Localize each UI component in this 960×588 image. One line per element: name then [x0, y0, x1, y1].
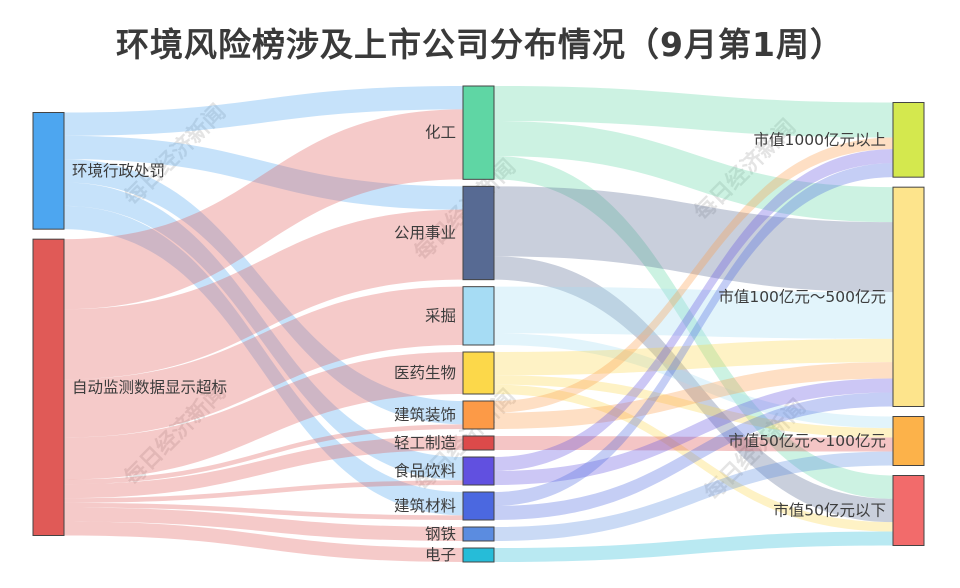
- link-utility-to-cap100: [494, 186, 893, 293]
- link-chem-to-cap1000: [494, 86, 893, 138]
- node-light: [462, 435, 495, 451]
- link-pharma-to-cap100: [494, 338, 893, 376]
- link-mining-to-cap100: [494, 286, 893, 339]
- node-label-capL50: 市值50亿元以下: [773, 502, 886, 520]
- link-monitor-to-bmat: [64, 502, 463, 520]
- node-label-pharma: 医药生物: [394, 364, 456, 382]
- link-admin-to-chem: [64, 86, 463, 136]
- node-cap1000: [892, 102, 925, 178]
- node-utility: [462, 185, 495, 281]
- link-monitor-to-elec: [64, 521, 463, 562]
- node-pharma: [462, 351, 495, 395]
- node-label-mining: 采掘: [425, 307, 456, 325]
- node-label-light: 轻工制造: [394, 434, 457, 452]
- node-food: [462, 456, 495, 486]
- node-label-admin: 环境行政处罚: [72, 161, 165, 180]
- node-cap100: [892, 186, 925, 407]
- node-bmat: [462, 491, 495, 521]
- link-admin-to-deco: [64, 159, 463, 425]
- link-admin-to-utility: [64, 135, 463, 210]
- link-light-to-cap50: [494, 436, 893, 452]
- link-utility-to-capL50: [494, 256, 893, 523]
- node-steel: [462, 526, 495, 542]
- node-label-steel: 钢铁: [425, 525, 456, 543]
- node-label-monitor: 自动监测数据显示超标: [72, 378, 227, 396]
- link-monitor-to-food: [64, 480, 463, 503]
- link-monitor-to-mining: [64, 286, 463, 438]
- node-monitor: [32, 238, 65, 537]
- node-elec: [462, 547, 495, 563]
- node-label-chem: 化工: [425, 124, 456, 142]
- node-admin: [32, 112, 65, 230]
- node-mining: [462, 286, 495, 346]
- link-chem-to-cap100: [494, 121, 893, 223]
- link-admin-to-bmat: [64, 205, 463, 516]
- chart-title: 环境风险榜涉及上市公司分布情况（9月第1周）: [116, 25, 844, 64]
- link-food-to-cap100: [494, 378, 893, 485]
- link-bmat-to-cap100: [494, 392, 893, 520]
- link-elec-to-capL50: [494, 531, 893, 562]
- node-label-cap1000: 市值1000亿元以上: [754, 131, 886, 149]
- node-label-utility: 公用事业: [394, 224, 456, 242]
- link-monitor-to-chem: [64, 109, 463, 310]
- node-label-cap50: 市值50亿元～100亿元: [728, 432, 886, 450]
- node-layer: [32, 85, 925, 563]
- node-label-bmat: 建筑材料: [394, 497, 456, 515]
- node-cap50: [892, 416, 925, 466]
- node-deco: [462, 400, 495, 430]
- link-deco-to-cap1000: [494, 137, 893, 413]
- link-admin-to-food: [64, 182, 463, 481]
- node-label-elec: 电子: [425, 546, 456, 564]
- link-monitor-to-steel: [64, 507, 463, 541]
- node-label-cap100: 市值100亿元～500亿元: [718, 288, 886, 306]
- link-layer: [64, 86, 893, 562]
- node-label-deco: 建筑装饰: [394, 406, 456, 424]
- link-monitor-to-utility: [64, 209, 463, 380]
- link-bmat-to-cap1000: [494, 163, 893, 506]
- link-monitor-to-deco: [64, 424, 463, 485]
- node-label-food: 食品饮料: [394, 462, 456, 480]
- link-monitor-to-light: [64, 436, 463, 499]
- link-deco-to-cap100: [494, 362, 893, 429]
- link-pharma-to-capL50: [494, 384, 893, 532]
- link-mining-to-cap50: [494, 333, 893, 429]
- link-food-to-cap1000: [494, 149, 893, 471]
- node-chem: [462, 85, 495, 180]
- link-monitor-to-pharma: [64, 352, 463, 480]
- node-capL50: [892, 475, 925, 546]
- link-steel-to-cap50: [494, 451, 893, 541]
- link-chem-to-capL50: [494, 156, 893, 499]
- link-pharma-to-cap50: [494, 375, 893, 438]
